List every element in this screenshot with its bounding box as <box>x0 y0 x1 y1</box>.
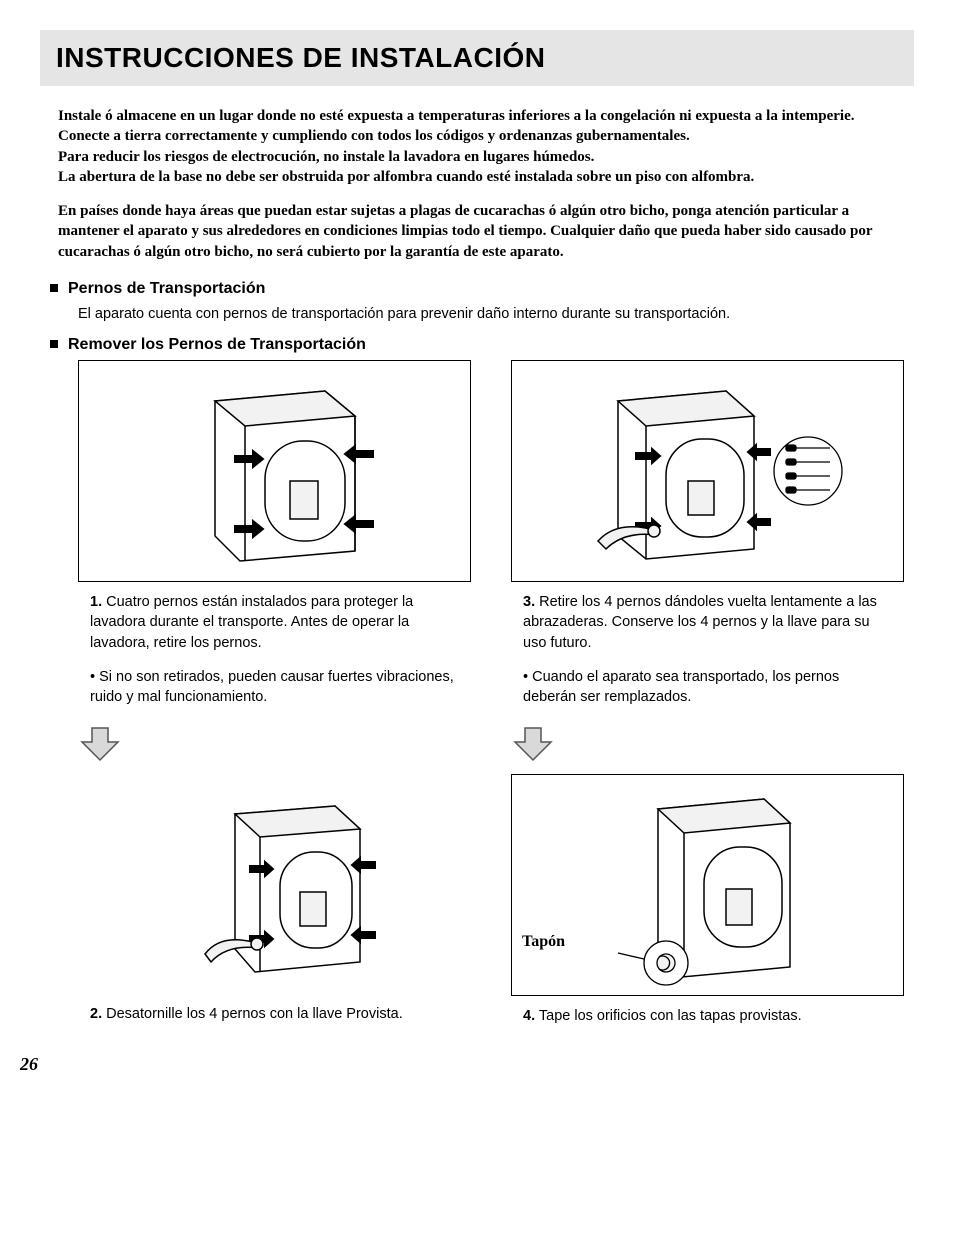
section-body-pernos: El aparato cuenta con pernos de transpor… <box>78 304 904 324</box>
step-4-text: 4. Tape los orificios con las tapas prov… <box>523 1006 892 1026</box>
washer-wrench-icon <box>145 784 405 984</box>
title-bar: INSTRUCCIONES DE INSTALACIÓN <box>40 30 914 86</box>
figure-step-1 <box>78 360 471 582</box>
intro-p1: Instale ó almacene en un lugar donde no … <box>58 108 854 124</box>
down-arrow-left <box>78 724 471 764</box>
washer-cap-icon <box>558 775 858 995</box>
step-1-note: • Si no son retirados, pueden causar fue… <box>90 667 459 708</box>
arrow-down-icon <box>78 724 122 764</box>
step-3-num: 3. <box>523 594 535 610</box>
step-1-text: 1. Cuatro pernos están instalados para p… <box>90 592 459 653</box>
step-4-num: 4. <box>523 1008 535 1024</box>
section-heading-remover: Remover los Pernos de Transportación <box>50 336 904 354</box>
step-3-note-text: Cuando el aparato sea transportado, los … <box>523 669 839 705</box>
step-3-body: Retire los 4 pernos dándoles vuelta lent… <box>523 594 877 651</box>
step-4-body: Tape los orificios con las tapas provist… <box>539 1008 802 1024</box>
step-1-note-text: Si no son retirados, pueden causar fuert… <box>90 669 454 705</box>
figure-step-2 <box>78 774 471 994</box>
step-1-num: 1. <box>90 594 102 610</box>
tapon-label: Tapón <box>522 933 565 951</box>
step-2-num: 2. <box>90 1006 102 1022</box>
step-2-text: 2. Desatornille los 4 pernos con la llav… <box>90 1004 459 1024</box>
intro-p4: La abertura de la base no debe ser obstr… <box>58 169 754 185</box>
left-column: 1. Cuatro pernos están instalados para p… <box>78 360 471 1034</box>
right-column: 3. Retire los 4 pernos dándoles vuelta l… <box>511 360 904 1034</box>
arrow-down-icon <box>511 724 555 764</box>
step-2-body: Desatornille los 4 pernos con la llave P… <box>106 1006 403 1022</box>
steps-columns: 1. Cuatro pernos están instalados para p… <box>78 360 904 1034</box>
figure-step-4: Tapón <box>511 774 904 996</box>
washer-bolts-icon <box>558 371 858 571</box>
washer-rear-icon <box>145 371 405 571</box>
step-1-body: Cuatro pernos están instalados para prot… <box>90 594 413 651</box>
section-heading-pernos: Pernos de Transportación <box>50 280 904 298</box>
step-3-text: 3. Retire los 4 pernos dándoles vuelta l… <box>523 592 892 653</box>
figure-step-3 <box>511 360 904 582</box>
intro-block: Instale ó almacene en un lugar donde no … <box>58 106 896 262</box>
step-3-note: • Cuando el aparato sea transportado, lo… <box>523 667 892 708</box>
intro-p2: Conecte a tierra correctamente y cumplie… <box>58 128 690 144</box>
down-arrow-right <box>511 724 904 764</box>
page-title: INSTRUCCIONES DE INSTALACIÓN <box>56 42 898 74</box>
page-number: 26 <box>20 1054 904 1075</box>
intro-p3: Para reducir los riesgos de electrocució… <box>58 149 594 165</box>
intro-p5: En países donde haya áreas que puedan es… <box>58 201 896 262</box>
